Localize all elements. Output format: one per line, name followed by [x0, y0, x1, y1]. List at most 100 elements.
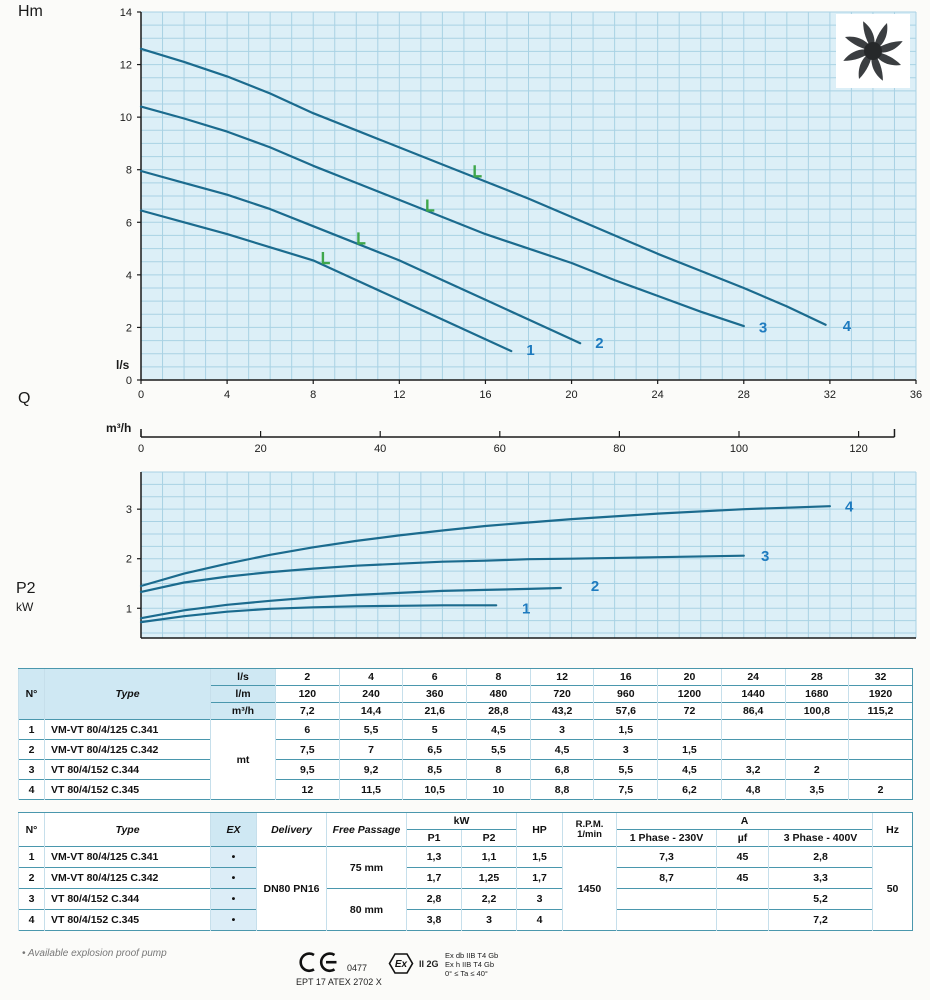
head-value — [784, 719, 849, 740]
power-flow-chart: 1 2 3 1 2 3 4 — [126, 471, 917, 639]
m3h-tick-label: 80 — [613, 443, 625, 455]
ex-protection-lines: Ex db IIB T4 Gb Ex h IIB T4 Gb 0° ≤ Ta ≤… — [445, 951, 498, 978]
col-header-p1: P1 — [406, 829, 462, 847]
flow-header-value: 20 — [657, 668, 722, 686]
head-value: 9,5 — [275, 759, 340, 780]
y-tick-label: 2 — [126, 322, 132, 334]
impeller-hub — [864, 42, 882, 60]
curve-3 — [139, 105, 745, 328]
duty-point-marker — [357, 232, 366, 245]
atex-group: II 2G — [419, 959, 439, 969]
head-value: 7 — [338, 739, 403, 760]
y-tick-label: 0 — [126, 375, 132, 387]
head-value — [848, 759, 913, 780]
capacitor-uf — [716, 909, 769, 931]
col-header-n: N° — [18, 668, 45, 720]
flow-header-value: 28 — [784, 668, 849, 686]
curve-1 — [139, 209, 513, 353]
pump-type: VT 80/4/152 C.344 — [44, 888, 211, 910]
head-value: 10 — [466, 779, 531, 800]
pump-type: VM-VT 80/4/125 C.342 — [44, 739, 211, 760]
flow-header-value: 115,2 — [848, 702, 913, 720]
col-header-type: Type — [44, 668, 211, 720]
flow-header-value: 120 — [275, 685, 340, 703]
head-value — [848, 739, 913, 760]
flow-header-value: 12 — [529, 668, 594, 686]
head-value: 7,5 — [275, 739, 340, 760]
m3h-tick-label: 120 — [849, 443, 867, 455]
pump-type: VT 80/4/152 C.345 — [44, 909, 211, 931]
curve-label-4: 4 — [843, 318, 852, 335]
m3h-tick-label: 20 — [254, 443, 266, 455]
flow-header-value: 28,8 — [466, 702, 531, 720]
head-value: 11,5 — [338, 779, 403, 800]
hp: 3 — [516, 888, 563, 910]
head-value: 3 — [593, 739, 658, 760]
hp: 1,7 — [516, 867, 563, 889]
ex-available-dot: • — [210, 867, 257, 889]
head-value: 3 — [529, 719, 594, 740]
frequency: 50 — [872, 846, 913, 931]
row-number: 1 — [18, 719, 45, 740]
row-number: 2 — [18, 739, 45, 760]
p2-kw: 1,25 — [461, 867, 517, 889]
head-value: 1,5 — [657, 739, 722, 760]
impeller-image — [836, 14, 910, 88]
flow-header-value: 720 — [529, 685, 594, 703]
ex-protection-line: Ex h IIB T4 Gb — [445, 960, 495, 969]
pump-type: VT 80/4/152 C.344 — [44, 759, 211, 780]
y-tick-label: 2 — [126, 554, 132, 566]
flow-header-value: 1920 — [848, 685, 913, 703]
table-row: 4 VT 80/4/152 C.345 • 3,8 3 4 7,2 — [18, 909, 913, 931]
col-header-delivery: Delivery — [256, 812, 327, 847]
flow-header-value: 7,2 — [275, 702, 340, 720]
ex-protection-line: 0° ≤ Ta ≤ 40° — [445, 969, 488, 978]
flow-header-value: 240 — [338, 685, 403, 703]
y-tick-label: 6 — [126, 217, 132, 229]
curve-label-2: 2 — [595, 335, 603, 352]
duty-point-marker — [321, 252, 330, 265]
duty-point-marker — [426, 199, 435, 212]
head-value: 4,5 — [657, 759, 722, 780]
flow-header-value: 21,6 — [402, 702, 467, 720]
head-value: 10,5 — [402, 779, 467, 800]
col-header-hz: Hz — [872, 812, 913, 847]
flow-header-value: 86,4 — [720, 702, 785, 720]
head-value: 3,2 — [720, 759, 785, 780]
hp: 1,5 — [516, 846, 563, 868]
head-value: 4,5 — [529, 739, 594, 760]
head-value: 5,5 — [466, 739, 531, 760]
x-tick-label: 20 — [565, 389, 577, 401]
col-header-free-passage: Free Passage — [326, 812, 407, 847]
head-value: 12 — [275, 779, 340, 800]
head-value: 4,5 — [466, 719, 531, 740]
ex-available-dot: • — [210, 909, 257, 931]
current-1phase: 8,7 — [616, 867, 717, 889]
flow-header-value: 480 — [466, 685, 531, 703]
x-tick-label: 36 — [910, 389, 922, 401]
flow-header-value: 24 — [720, 668, 785, 686]
ex-available-dot: • — [210, 888, 257, 910]
table-row: 4 VT 80/4/152 C.345 12 11,5 10,5 10 8,8 7,5 6,2 4… — [18, 779, 913, 800]
col-header-3phase: 3 Phase - 400V — [767, 829, 873, 847]
y-tick-label: 4 — [126, 270, 132, 282]
col-header-type: Type — [44, 812, 211, 847]
explosion-proof-note: • Available explosion proof pump — [22, 948, 167, 959]
unit-label: m³/h — [210, 702, 276, 720]
pump-type: VM-VT 80/4/125 C.342 — [44, 867, 211, 889]
y-tick-label: 12 — [120, 60, 132, 72]
curve-4 — [139, 47, 827, 326]
flow-header-value: 1200 — [657, 685, 722, 703]
curve-2 — [139, 586, 562, 620]
capacitor-uf: 45 — [716, 867, 769, 889]
col-header-kw: kW — [406, 812, 517, 830]
current-1phase: 7,3 — [616, 846, 717, 868]
table-row: 2 VM-VT 80/4/125 C.342 • 1,7 1,25 1,7 8,7 45 3,3 — [18, 867, 913, 889]
p1-kw: 3,8 — [406, 909, 462, 931]
ce-letter-c — [299, 952, 315, 973]
ex-available-dot: • — [210, 846, 257, 868]
p2-kw: 1,1 — [461, 846, 517, 868]
flow-header-value: 14,4 — [338, 702, 403, 720]
x-tick-label: 8 — [310, 389, 316, 401]
x-axis-unit-ls: l/s — [116, 358, 130, 372]
